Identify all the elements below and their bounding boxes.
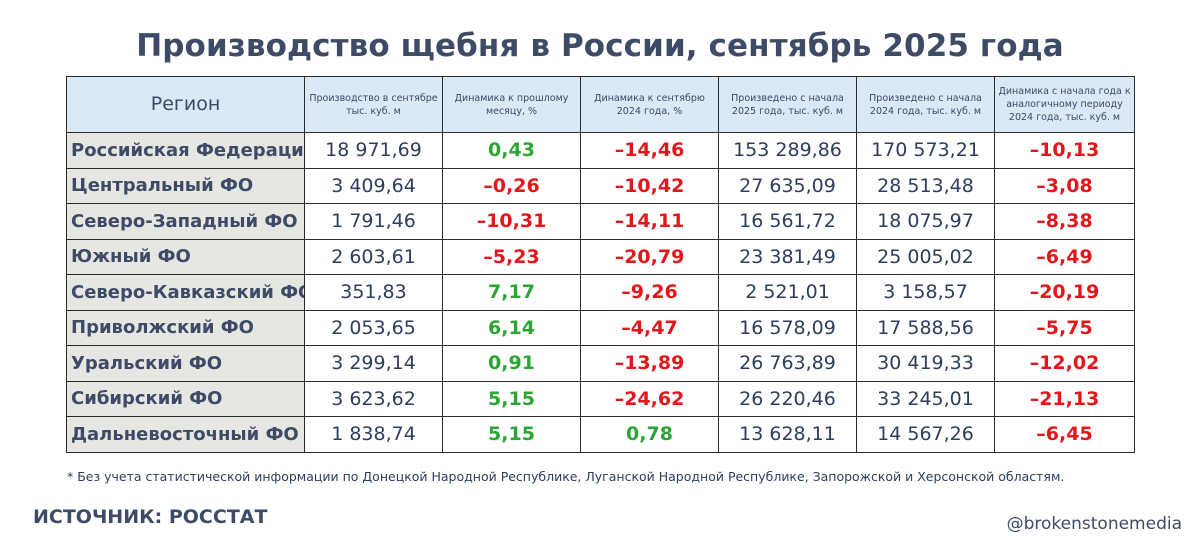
ytd-2024-cell: 33 245,01: [856, 380, 995, 417]
region-cell: Уральский ФО: [66, 345, 305, 382]
source-label: ИСТОЧНИК: РОССТАТ: [33, 506, 268, 528]
ytd-2024-cell: 3 158,57: [856, 274, 995, 311]
region-cell: Сибирский ФО: [66, 380, 305, 417]
ytd-2024-cell: 28 513,48: [856, 167, 995, 204]
ytd-2025-cell: 26 220,46: [718, 380, 857, 417]
production-september-cell: 3 409,64: [304, 167, 443, 204]
production-september-cell: 2 603,61: [304, 238, 443, 275]
production-september-cell: 1 838,74: [304, 416, 443, 453]
ytd-2024-cell: 18 075,97: [856, 203, 995, 240]
dynamics-year-cell: –10,42: [580, 167, 719, 204]
production-september-cell: 18 971,69: [304, 132, 443, 169]
header-production-september: Производство в сентябре тыс. куб. м: [304, 76, 443, 133]
region-cell: Центральный ФО: [66, 167, 305, 204]
ytd-2025-cell: 16 561,72: [718, 203, 857, 240]
ytd-dynamics-cell: –3,08: [994, 167, 1135, 204]
production-table: Регион Производство в сентябре тыс. куб.…: [66, 76, 1135, 453]
ytd-2024-cell: 14 567,26: [856, 416, 995, 453]
dynamics-month-cell: –10,31: [442, 203, 581, 240]
region-cell: Южный ФО: [66, 238, 305, 275]
production-september-cell: 3 299,14: [304, 345, 443, 382]
table-header-row: Регион Производство в сентябре тыс. куб.…: [66, 76, 1135, 133]
table-row: Уральский ФО 3 299,14 0,91 –13,89 26 763,89 3…: [66, 345, 1135, 382]
table-row: Приволжский ФО 2 053,65 6,14 –4,47 16 578,09…: [66, 309, 1135, 346]
dynamics-year-cell: –14,11: [580, 203, 719, 240]
table-row: Южный ФО 2 603,61 –5,23 –20,79 23 381,49 25 0…: [66, 238, 1135, 275]
region-cell: Приволжский ФО: [66, 309, 305, 346]
table-row: Российская Федерация* 18 971,69 0,43 –14,46…: [66, 132, 1135, 169]
ytd-dynamics-cell: –6,45: [994, 416, 1135, 453]
dynamics-month-cell: 7,17: [442, 274, 581, 311]
dynamics-month-cell: 5,15: [442, 416, 581, 453]
dynamics-year-cell: –24,62: [580, 380, 719, 417]
ytd-2024-cell: 170 573,21: [856, 132, 995, 169]
dynamics-month-cell: 6,14: [442, 309, 581, 346]
header-ytd-2024: Произведено с начала 2024 года, тыс. куб…: [856, 76, 995, 133]
ytd-dynamics-cell: –6,49: [994, 238, 1135, 275]
ytd-dynamics-cell: –8,38: [994, 203, 1135, 240]
dynamics-month-cell: –0,26: [442, 167, 581, 204]
ytd-dynamics-cell: –20,19: [994, 274, 1135, 311]
production-september-cell: 1 791,46: [304, 203, 443, 240]
table-row: Дальневосточный ФО 1 838,74 5,15 0,78 13 628…: [66, 416, 1135, 453]
region-cell: Российская Федерация*: [66, 132, 305, 169]
ytd-2025-cell: 2 521,01: [718, 274, 857, 311]
dynamics-year-cell: 0,78: [580, 416, 719, 453]
dynamics-month-cell: –5,23: [442, 238, 581, 275]
table-row: Северо-Кавказский ФО 351,83 7,17 –9,26 2 521…: [66, 274, 1135, 311]
social-handle: @brokenstonemedia: [1006, 514, 1182, 534]
ytd-dynamics-cell: –10,13: [994, 132, 1135, 169]
region-cell: Северо-Кавказский ФО: [66, 274, 305, 311]
ytd-dynamics-cell: –21,13: [994, 380, 1135, 417]
dynamics-year-cell: –13,89: [580, 345, 719, 382]
ytd-2024-cell: 17 588,56: [856, 309, 995, 346]
region-cell: Северо-Западный ФО: [66, 203, 305, 240]
dynamics-year-cell: –20,79: [580, 238, 719, 275]
dynamics-month-cell: 0,43: [442, 132, 581, 169]
ytd-2025-cell: 27 635,09: [718, 167, 857, 204]
dynamics-month-cell: 5,15: [442, 380, 581, 417]
page-title: Производство щебня в России, сентябрь 20…: [136, 28, 1064, 64]
ytd-2025-cell: 153 289,86: [718, 132, 857, 169]
header-ytd-dynamics: Динамика с начала года к аналогичному пе…: [994, 76, 1135, 133]
ytd-dynamics-cell: –5,75: [994, 309, 1135, 346]
ytd-dynamics-cell: –12,02: [994, 345, 1135, 382]
header-dynamics-year: Динамика к сентябрю 2024 года, %: [580, 76, 719, 133]
dynamics-year-cell: –4,47: [580, 309, 719, 346]
ytd-2025-cell: 16 578,09: [718, 309, 857, 346]
ytd-2024-cell: 30 419,33: [856, 345, 995, 382]
ytd-2025-cell: 23 381,49: [718, 238, 857, 275]
dynamics-month-cell: 0,91: [442, 345, 581, 382]
production-september-cell: 3 623,62: [304, 380, 443, 417]
region-cell: Дальневосточный ФО: [66, 416, 305, 453]
production-september-cell: 351,83: [304, 274, 443, 311]
table-row: Северо-Западный ФО 1 791,46 –10,31 –14,11 16…: [66, 203, 1135, 240]
ytd-2025-cell: 13 628,11: [718, 416, 857, 453]
table-row: Центральный ФО 3 409,64 –0,26 –10,42 27 635,…: [66, 167, 1135, 204]
production-september-cell: 2 053,65: [304, 309, 443, 346]
table-row: Сибирский ФО 3 623,62 5,15 –24,62 26 220,46 3…: [66, 380, 1135, 417]
footnote: * Без учета статистической информации по…: [67, 469, 1065, 484]
header-dynamics-month: Динамика к прошлому месяцу, %: [442, 76, 581, 133]
ytd-2025-cell: 26 763,89: [718, 345, 857, 382]
header-region: Регион: [66, 76, 305, 133]
header-ytd-2025: Произведено с начала 2025 года, тыс. куб…: [718, 76, 857, 133]
dynamics-year-cell: –9,26: [580, 274, 719, 311]
ytd-2024-cell: 25 005,02: [856, 238, 995, 275]
dynamics-year-cell: –14,46: [580, 132, 719, 169]
